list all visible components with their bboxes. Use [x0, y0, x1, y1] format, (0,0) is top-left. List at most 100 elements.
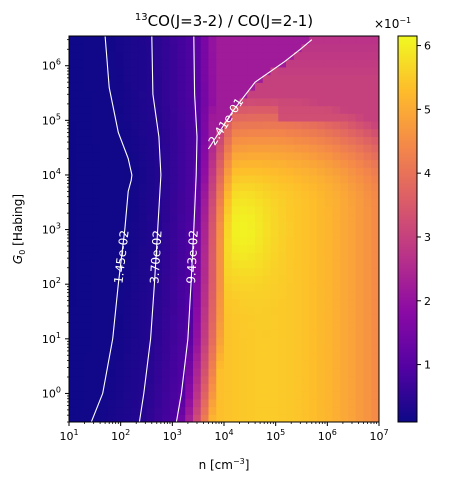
heatmap-cell [177, 236, 186, 246]
heatmap-cell [286, 59, 295, 68]
heatmap-cell [208, 74, 217, 83]
heatmap-cell [193, 406, 202, 415]
heatmap-cell [278, 190, 287, 199]
heatmap-cell [177, 51, 186, 60]
heatmap-cell [100, 360, 109, 369]
heatmap-cell [231, 66, 241, 76]
heatmap-cell [247, 167, 256, 176]
heatmap-cell [123, 306, 132, 315]
heatmap-cell [131, 51, 140, 60]
heatmap-cell [76, 167, 86, 176]
heatmap-cell [123, 337, 132, 346]
heatmap-cell [355, 174, 365, 184]
heatmap-cell [208, 244, 217, 253]
heatmap-cell [301, 337, 310, 346]
heatmap-cell [84, 360, 93, 369]
heatmap-cell [162, 344, 171, 354]
heatmap-cell [146, 205, 155, 215]
heatmap-cell [371, 43, 379, 53]
heatmap-cell [363, 205, 372, 215]
heatmap-cell [115, 375, 124, 384]
heatmap-cell [340, 221, 349, 230]
heatmap-cell [177, 375, 186, 384]
heatmap-cell [255, 352, 264, 361]
heatmap-cell [131, 66, 140, 76]
heatmap-cell [69, 43, 78, 53]
heatmap-cell [146, 406, 155, 415]
heatmap-cell [224, 66, 233, 76]
heatmap-cell [138, 66, 148, 76]
heatmap-cell [193, 383, 202, 392]
heatmap-cell [355, 321, 365, 330]
heatmap-cell [239, 97, 248, 107]
heatmap-cell [69, 97, 78, 107]
heatmap-cell [146, 66, 155, 76]
heatmap-cell [301, 375, 310, 384]
heatmap-cell [131, 352, 140, 361]
heatmap-cell [131, 167, 140, 176]
heatmap-cell [317, 236, 326, 246]
heatmap-cell [301, 82, 310, 91]
heatmap-cell [293, 267, 303, 276]
heatmap-cell [154, 344, 163, 354]
heatmap-cell [193, 198, 202, 207]
heatmap-cell [247, 244, 256, 253]
heatmap-cell [146, 128, 155, 137]
heatmap-cell [363, 283, 372, 292]
heatmap-cell [131, 120, 140, 130]
heatmap-cell [348, 182, 357, 191]
heatmap-cell [131, 213, 140, 222]
heatmap-cell [355, 352, 365, 361]
heatmap-cell [92, 113, 101, 122]
heatmap-cell [162, 306, 171, 315]
heatmap-cell [131, 367, 140, 377]
heatmap-cell [138, 213, 148, 222]
heatmap-cell [340, 59, 349, 68]
heatmap-cell [309, 174, 318, 184]
heatmap-cell [363, 375, 372, 384]
heatmap-cell [340, 128, 349, 137]
heatmap-cell [208, 259, 217, 269]
heatmap-cell [348, 236, 357, 246]
heatmap-cell [76, 36, 86, 45]
heatmap-cell [371, 113, 379, 122]
heatmap-cell [146, 259, 155, 269]
heatmap-cell [239, 113, 248, 122]
heatmap-cell [293, 367, 303, 377]
heatmap-cell [278, 329, 287, 338]
heatmap-cell [146, 74, 155, 83]
heatmap-cell [270, 252, 279, 261]
heatmap-cell [324, 367, 334, 377]
heatmap-cell [371, 198, 379, 207]
heatmap-cell [278, 367, 287, 377]
heatmap-cell [332, 213, 341, 222]
heatmap-cell [255, 159, 264, 168]
heatmap-cell [200, 259, 210, 269]
heatmap-cell [371, 290, 379, 300]
heatmap-cell [255, 167, 264, 176]
heatmap-cell [286, 283, 295, 292]
heatmap-cell [262, 360, 272, 369]
heatmap-cell [92, 367, 101, 377]
heatmap-cell [76, 205, 86, 215]
heatmap-cell [332, 120, 341, 130]
heatmap-cell [115, 406, 124, 415]
heatmap-cell [355, 167, 365, 176]
heatmap-cell [123, 414, 132, 422]
heatmap-cell [115, 136, 124, 145]
heatmap-cell [185, 259, 194, 269]
heatmap-cell [324, 321, 334, 330]
heatmap-cell [355, 283, 365, 292]
heatmap-cell [84, 337, 93, 346]
heatmap-cell [193, 283, 202, 292]
heatmap-cell [301, 244, 310, 253]
heatmap-cell [255, 213, 264, 222]
heatmap-cell [317, 367, 326, 377]
heatmap-cell [247, 36, 256, 45]
heatmap-cell [348, 275, 357, 284]
heatmap-cell [262, 90, 272, 99]
heatmap-cell [355, 298, 365, 307]
heatmap-cell [293, 174, 303, 184]
heatmap-cell [301, 97, 310, 107]
heatmap-cell [348, 174, 357, 184]
